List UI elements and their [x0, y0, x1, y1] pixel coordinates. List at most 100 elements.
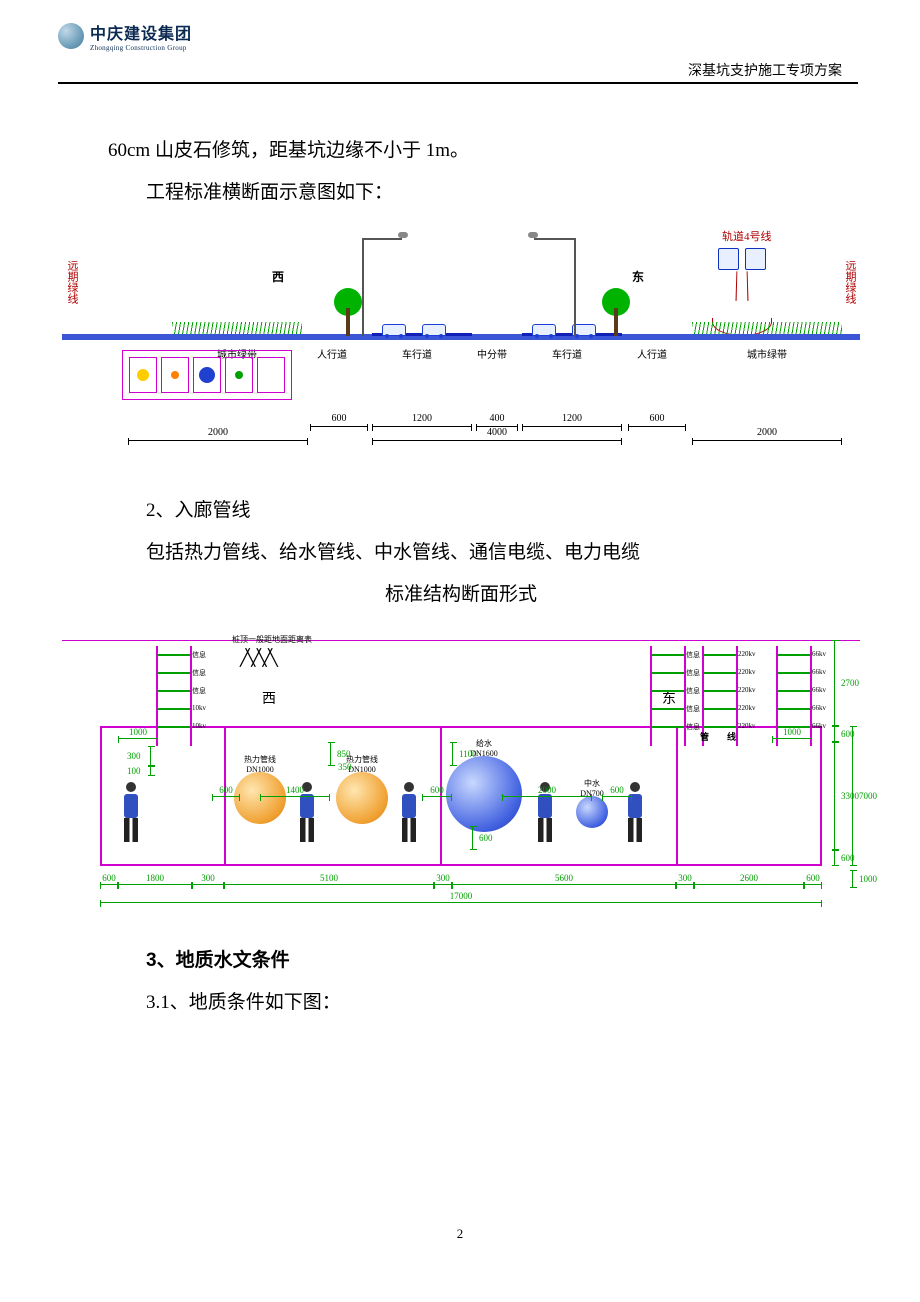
- d2-dim-v: 100: [150, 766, 151, 776]
- d2-dim: 300: [434, 884, 452, 885]
- d1-dim: 2000: [128, 440, 308, 441]
- d2-dim: 300: [676, 884, 694, 885]
- d2-rack-label: 220kv: [738, 686, 766, 694]
- d2-rack-label: 10kv: [192, 722, 220, 730]
- d1-rail-label: 轨道4号线: [722, 228, 772, 244]
- d2-rack-header: 管 线: [700, 730, 780, 743]
- d2-surface: [62, 640, 860, 641]
- d2-dim: 1800: [118, 884, 192, 885]
- d2-cable-rack: 信息信息信息信息信息: [650, 646, 686, 746]
- d2-shelf: [158, 654, 190, 656]
- d2-hatch: ╱╲╱╲╱╲: [240, 648, 274, 668]
- d1-car: [382, 324, 406, 336]
- d2-rack-label: 220kv: [738, 650, 766, 658]
- d2-dim-v: 300: [150, 746, 151, 766]
- d2-rack-label: 220kv: [738, 722, 766, 730]
- d2-shelf: [778, 708, 810, 710]
- d2-rack-label: 220kv: [738, 668, 766, 676]
- d1-dim: 2000: [692, 440, 842, 441]
- d1-right-vlabel: 远期绿线: [842, 260, 858, 304]
- d1-lamp-head: [528, 232, 538, 238]
- d2-pipe: [576, 796, 608, 828]
- d2-pipe: [336, 772, 388, 824]
- d2-dim: 600: [804, 884, 822, 885]
- company-logo: 中庆建设集团 Zhongqing Construction Group: [58, 20, 192, 52]
- d1-tree: [602, 288, 630, 336]
- d1-dim: 1200: [522, 426, 622, 427]
- d1-lane-label: 人行道: [637, 346, 667, 361]
- d2-pipe-label: 热力管线DN1000: [236, 754, 284, 774]
- d1-left-vlabel: 远期绿线: [64, 260, 80, 304]
- d2-person: [118, 782, 144, 844]
- d2-dim-total: 17000: [100, 902, 822, 903]
- sec2-caption: 标准结构断面形式: [62, 574, 860, 616]
- page-number: 2: [0, 1226, 920, 1242]
- d2-shelf: [652, 726, 684, 728]
- sec2-body: 包括热力管线、给水管线、中水管线、通信电缆、电力电缆: [108, 532, 828, 574]
- doc-title: 深基坑支护施工专项方案: [688, 60, 842, 80]
- page-header: 中庆建设集团 Zhongqing Construction Group 深基坑支…: [0, 20, 920, 80]
- d2-shelf: [778, 672, 810, 674]
- d2-dim-v: 600: [834, 726, 835, 742]
- d1-lane-label: 人行道: [317, 346, 347, 361]
- d2-shelf: [704, 672, 736, 674]
- d2-shelf: [652, 654, 684, 656]
- d2-shelf: [158, 726, 190, 728]
- d2-shelf: [158, 672, 190, 674]
- d1-car: [422, 324, 446, 336]
- d2-wall: [676, 726, 678, 866]
- d2-shelf: [158, 690, 190, 692]
- d2-dim-v: 1100: [452, 742, 453, 766]
- d2-dim-v: 600: [472, 826, 473, 850]
- d1-utility-box: [122, 350, 292, 400]
- d1-tree: [334, 288, 362, 336]
- d2-shelf: [704, 690, 736, 692]
- d2-rack-label: 信息: [192, 668, 220, 678]
- para-2: 工程标准横断面示意图如下：: [108, 172, 808, 214]
- d2-dim: 600: [602, 796, 632, 797]
- d2-rack-label: 信息: [192, 650, 220, 660]
- d2-pipe: [446, 756, 522, 832]
- d2-person: [622, 782, 648, 844]
- sec3-title: 3、地质水文条件: [108, 940, 808, 982]
- d2-cable-rack: 信息信息信息10kv10kv: [156, 646, 192, 746]
- d2-shelf: [778, 690, 810, 692]
- d2-shelf: [652, 672, 684, 674]
- d2-rack-label: 66kv: [812, 704, 840, 712]
- logo-cn: 中庆建设集团: [90, 20, 192, 44]
- d1-lane-label: 车行道: [402, 346, 432, 361]
- d1-lamp-head: [398, 232, 408, 238]
- d1-lamp-arm: [534, 238, 574, 240]
- d2-person: [396, 782, 422, 844]
- sec3-body: 3.1、地质条件如下图：: [108, 982, 808, 1024]
- d2-dim: 600: [212, 796, 240, 797]
- d2-dim: 600: [100, 884, 118, 885]
- d2-dim-v: 3300: [834, 742, 835, 850]
- d2-dim-v: 2700: [834, 640, 835, 726]
- cross-section-diagram: 远期绿线远期绿线西东轨道4号线 城市绿带人行道车行道中分带车行道人行道城市绿带 …: [62, 218, 860, 448]
- sec2-title: 2、入廊管线: [108, 490, 808, 532]
- d2-dim: 600: [422, 796, 452, 797]
- logo-icon: [58, 23, 84, 49]
- d2-shelf: [778, 654, 810, 656]
- d1-grass: [692, 322, 842, 334]
- d1-lane-label: 中分带: [477, 346, 507, 361]
- utility-corridor-section: 桩顶一般距地面距离表╱╲╱╲╱╲西东热力管线DN1000热力管线DN1000给水…: [62, 626, 860, 928]
- d2-dim-v: 7000: [852, 726, 853, 866]
- d1-dim: 600: [310, 426, 368, 427]
- d1-lamp-arm: [362, 238, 402, 240]
- d2-rack-label: 10kv: [192, 704, 220, 712]
- d2-rack-label: 66kv: [812, 650, 840, 658]
- d2-west: 西: [262, 688, 276, 708]
- d1-lane-label: 车行道: [552, 346, 582, 361]
- logo-text: 中庆建设集团 Zhongqing Construction Group: [90, 20, 192, 52]
- d1-dim: 600: [628, 426, 686, 427]
- d2-shelf: [158, 708, 190, 710]
- d2-dim-v: 1000: [852, 870, 853, 888]
- d2-dim: 1000: [772, 738, 812, 739]
- d2-pipe-label: 中水DN700: [568, 778, 616, 798]
- d1-west: 西: [272, 268, 284, 285]
- d2-dim: 1400: [260, 796, 330, 797]
- d2-dim: 5100: [224, 884, 434, 885]
- header-rule: [58, 82, 858, 84]
